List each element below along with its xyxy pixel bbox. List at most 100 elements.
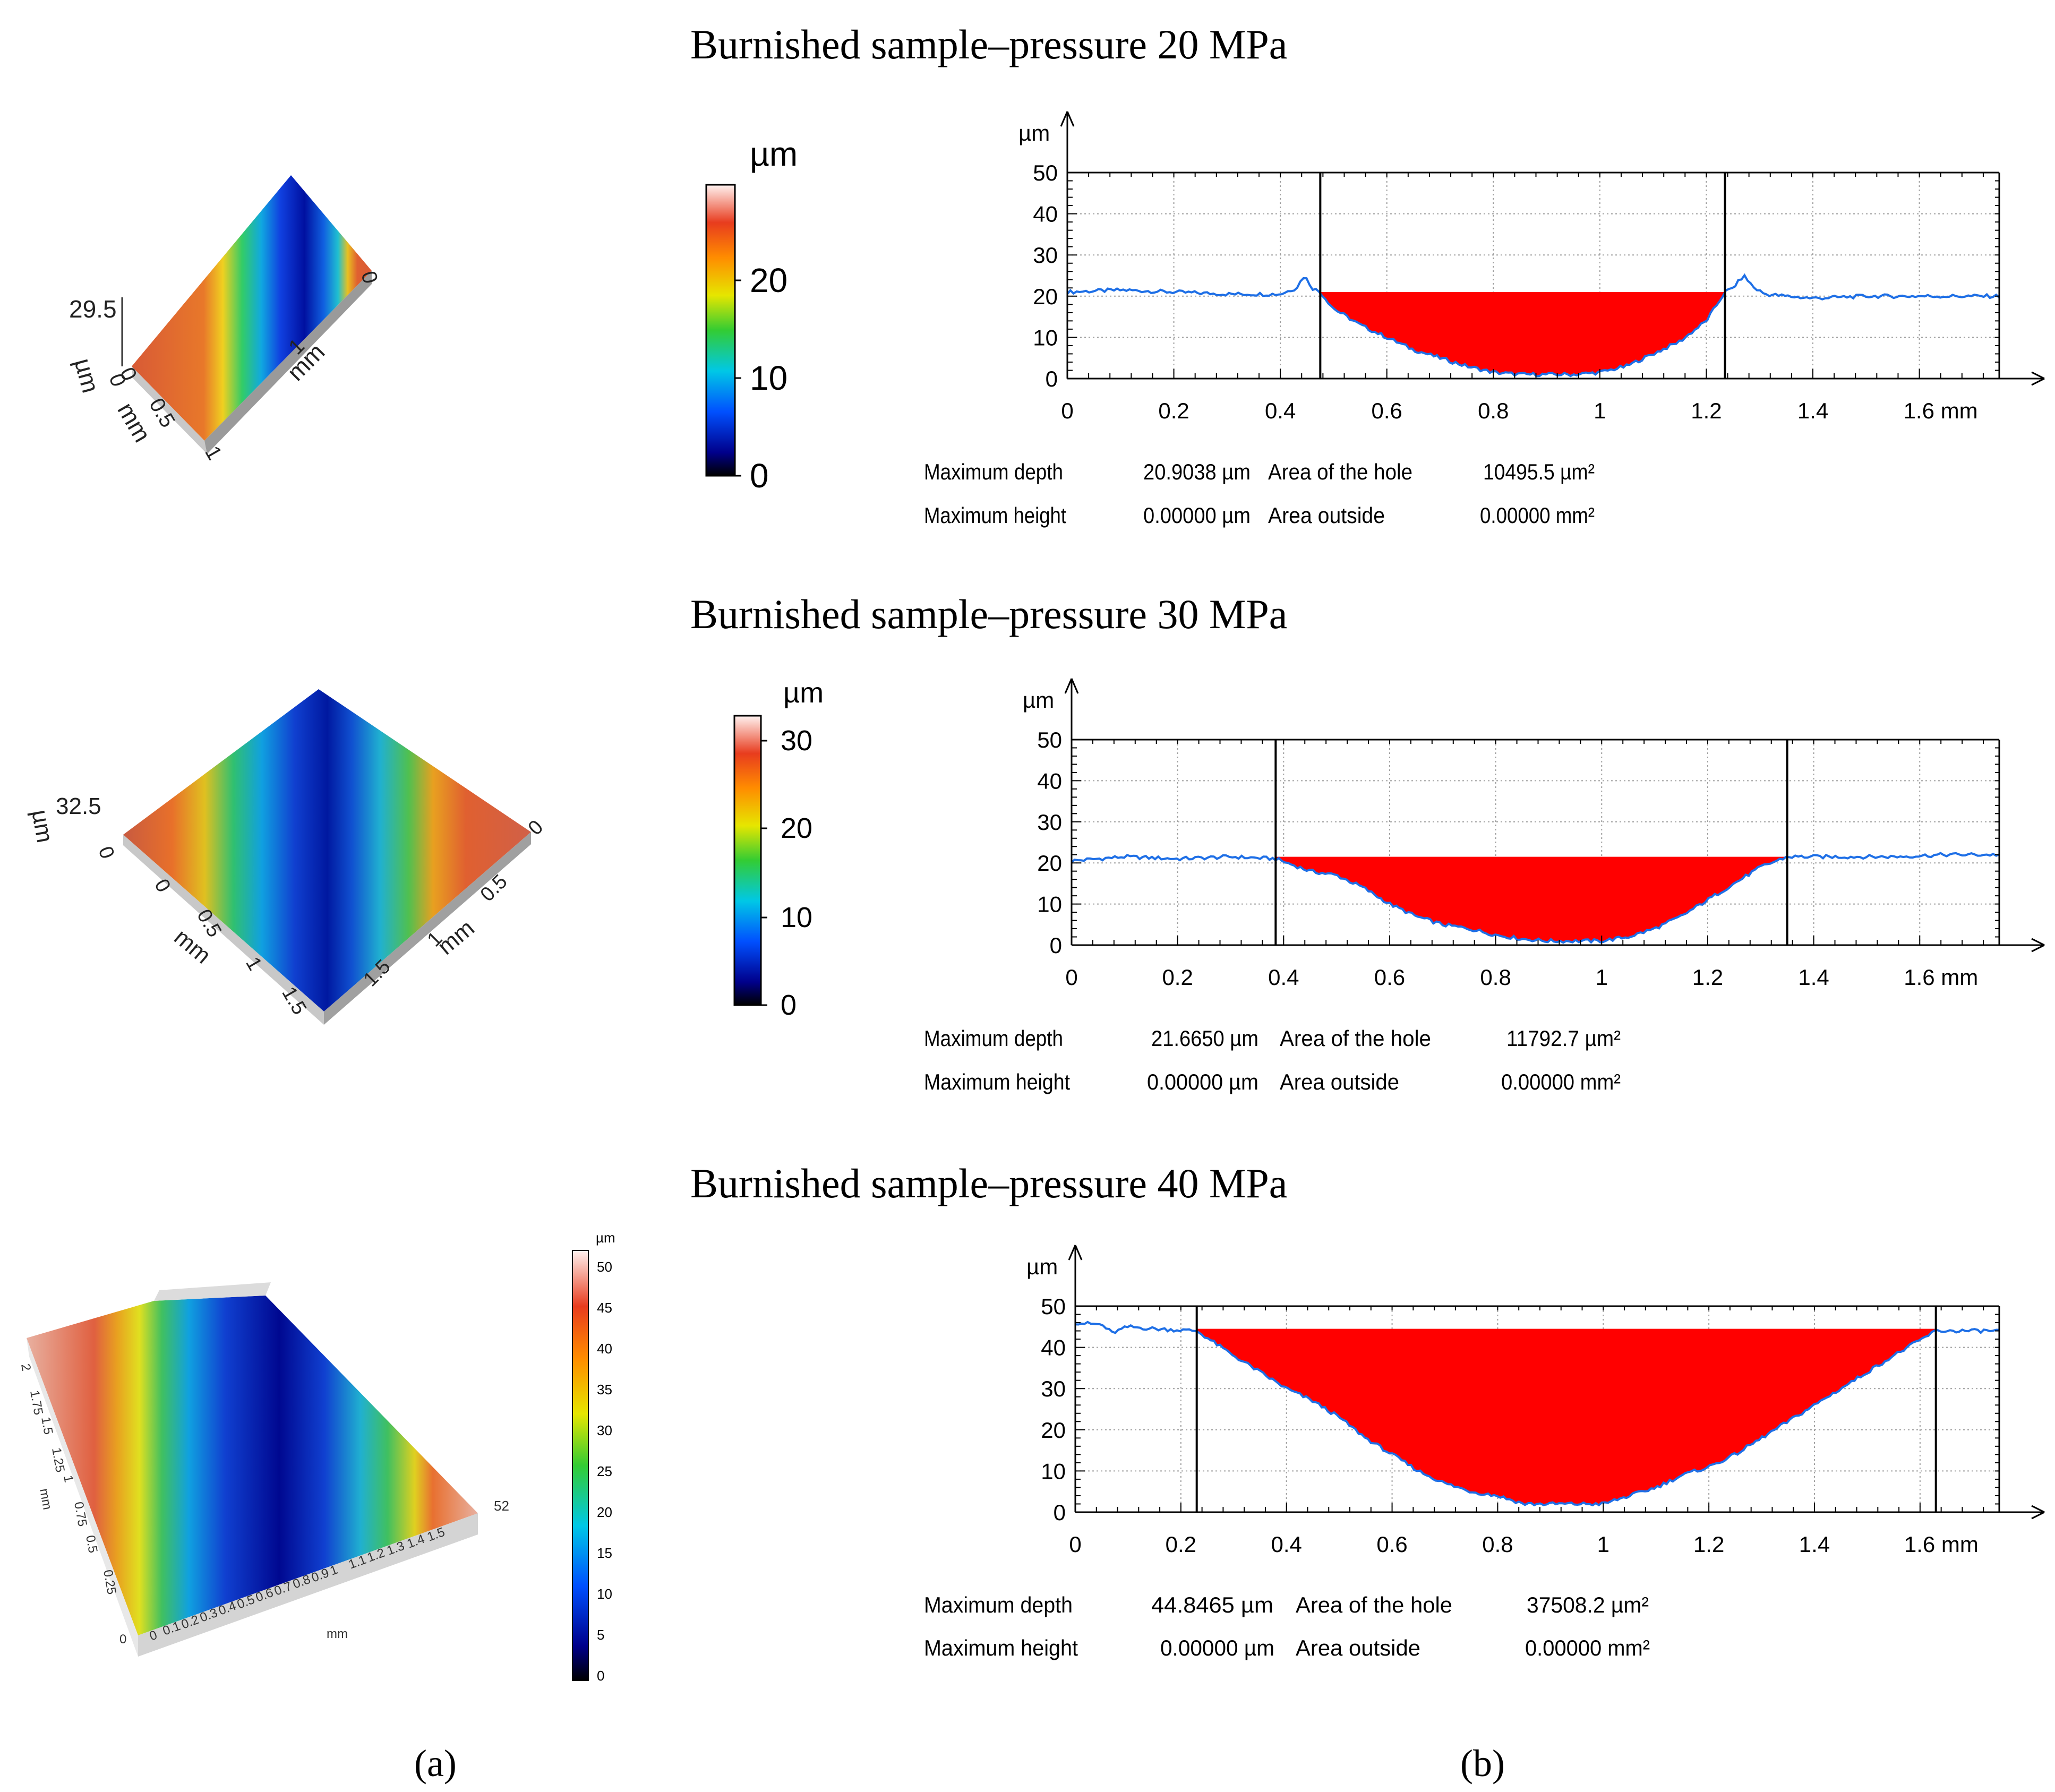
y-tick-label: 50 bbox=[1041, 1294, 1066, 1319]
colorbar-tick: 50 bbox=[597, 1259, 612, 1275]
stat-value: 0.00000 mm² bbox=[1501, 1069, 1621, 1094]
x-tick-label: 0.2 bbox=[1158, 398, 1189, 423]
stat-label: Maximum height bbox=[924, 1069, 1070, 1094]
colorbar-tick: 5 bbox=[597, 1627, 604, 1643]
colorbar-tick: 40 bbox=[597, 1341, 612, 1357]
stat-value: 0.00000 µm bbox=[1143, 503, 1251, 528]
y-tick-label: 10 bbox=[1037, 892, 1062, 917]
tick-label: 1 bbox=[61, 1474, 76, 1484]
stats-table: Maximum depth 44.8465 µm Area of the hol… bbox=[924, 1592, 1650, 1660]
surface-map-3d: 29.5 µm mm mm 0 0 0.5 1 0 1 bbox=[69, 175, 382, 464]
z-max-label: 29.5 bbox=[69, 295, 117, 323]
y-axis-arrow bbox=[1060, 111, 1075, 127]
x-tick-label: 0.8 bbox=[1478, 398, 1509, 423]
colorbar-unit: µm bbox=[750, 135, 798, 173]
x-axis-arrow bbox=[2031, 1505, 2045, 1520]
y-tick-label: 0 bbox=[1054, 1500, 1066, 1525]
y-tick-label: 0 bbox=[1046, 366, 1058, 391]
y-tick-label: 30 bbox=[1041, 1376, 1066, 1401]
colorbar-tick: 0 bbox=[781, 989, 797, 1021]
z-max-label: 52 bbox=[494, 1498, 509, 1514]
colorbar-tick: 45 bbox=[597, 1300, 612, 1316]
profile-line bbox=[1071, 852, 2000, 944]
y-tick-label: 40 bbox=[1037, 768, 1062, 793]
x-tick-label: 1.6 mm bbox=[1904, 1532, 1979, 1557]
x-tick-label: 0.6 bbox=[1372, 398, 1402, 423]
colorbar-tick: 30 bbox=[597, 1422, 612, 1438]
x-tick-label: 0.8 bbox=[1480, 965, 1511, 990]
colorbar: µm 20 10 0 bbox=[705, 135, 798, 495]
colorbar-tick: 30 bbox=[781, 725, 812, 757]
profile-line bbox=[1075, 1321, 2000, 1507]
stat-label: Maximum depth bbox=[924, 459, 1063, 484]
profile-chart: 0 10 20 30 40 50 0 0.2 0.4 0.6 0.8 1 1.2 1.4 1.6 mm µm bbox=[1023, 678, 2045, 990]
y-tick-label: 20 bbox=[1037, 851, 1062, 876]
y-axis-arrow bbox=[1064, 678, 1079, 694]
colorbar: µm 30 20 10 0 bbox=[733, 677, 824, 1021]
colorbar-unit: µm bbox=[596, 1230, 615, 1246]
profile-chart: 0 10 20 30 40 50 0 0.2 0.4 0.6 0.8 1 1.2 1.4 1.6 mm µm bbox=[1026, 1245, 2045, 1557]
stat-label: Maximum height bbox=[924, 503, 1066, 528]
x-tick-label: 1.2 bbox=[1691, 398, 1722, 423]
x-unit-label: mm bbox=[327, 1627, 348, 1641]
y-tick-label: 0 bbox=[1050, 933, 1062, 958]
hole-area bbox=[1275, 856, 1787, 943]
figure-label-a: (a) bbox=[414, 1742, 457, 1785]
x-tick-label: 0.2 bbox=[1166, 1532, 1196, 1557]
colorbar-ticks: 50 45 40 35 30 25 20 15 10 5 0 bbox=[597, 1259, 612, 1684]
x-tick-label: 1.2 bbox=[1693, 1532, 1724, 1557]
y-tick-label: 30 bbox=[1033, 243, 1058, 268]
panel-30mpa: Burnished sample–pressure 30 MPa 32.5 µm… bbox=[27, 591, 2045, 1094]
hole-area bbox=[1196, 1328, 1936, 1505]
panel-40mpa: Burnished sample–pressure 40 MPa 52 mm m… bbox=[18, 1160, 2045, 1684]
stat-label: Maximum depth bbox=[924, 1026, 1063, 1051]
colorbar-tick: 15 bbox=[597, 1545, 612, 1561]
y-axis-arrow bbox=[1068, 1245, 1083, 1261]
tick-label: 0 bbox=[119, 1632, 126, 1647]
y-tick-label: 20 bbox=[1033, 284, 1058, 309]
stat-label: Area outside bbox=[1268, 503, 1385, 528]
tick-label: 1.5 bbox=[38, 1416, 55, 1436]
colorbar-tick: 0 bbox=[597, 1668, 604, 1684]
x-tick-label: 0 bbox=[1069, 1532, 1081, 1557]
x-tick-label: 1.6 mm bbox=[1904, 398, 1978, 423]
x-axis-arrow bbox=[2031, 938, 2045, 953]
y-axis-unit: µm bbox=[1018, 121, 1050, 145]
z-max-label: 32.5 bbox=[56, 793, 101, 819]
y-tick-label: 40 bbox=[1041, 1335, 1066, 1360]
x-tick-label: 1.2 bbox=[1692, 965, 1723, 990]
panel-title: Burnished sample–pressure 40 MPa bbox=[690, 1160, 1287, 1206]
profile-chart: 0 10 20 30 40 50 0 0.2 0.4 0.6 0.8 1 1.2 1.4 1.6 mm µm bbox=[1018, 111, 2045, 423]
colorbar-tick: 10 bbox=[781, 902, 812, 933]
stat-label: Maximum height bbox=[924, 1635, 1078, 1660]
colorbar-tick: 20 bbox=[750, 261, 787, 299]
x-tick-label: 1 bbox=[1597, 1532, 1609, 1557]
x-tick-label: 0.4 bbox=[1271, 1532, 1302, 1557]
x-tick-label: 1 bbox=[1596, 965, 1608, 990]
stat-label: Area outside bbox=[1296, 1635, 1420, 1660]
y-tick-label: 50 bbox=[1037, 727, 1062, 752]
stat-value: 0.00000 µm bbox=[1147, 1069, 1258, 1094]
stat-value: 11792.7 µm² bbox=[1506, 1026, 1621, 1051]
y-tick-label: 10 bbox=[1033, 325, 1058, 350]
stat-value: 0.00000 µm bbox=[1160, 1635, 1274, 1660]
stat-label: Area of the hole bbox=[1268, 459, 1412, 484]
stat-value: 44.8465 µm bbox=[1151, 1592, 1273, 1617]
x-tick-label: 1.4 bbox=[1797, 398, 1828, 423]
z-unit-label: µm bbox=[27, 808, 58, 845]
colorbar-tick: 0 bbox=[750, 457, 769, 495]
colorbar-tick: 35 bbox=[597, 1382, 612, 1397]
stat-label: Area of the hole bbox=[1296, 1592, 1452, 1617]
surface-map-3d: 52 mm mm 2 1.75 1.5 1.25 1 0.75 0.5 0.25… bbox=[18, 1282, 509, 1657]
x-axis-arrow bbox=[2031, 371, 2045, 386]
y-axis-unit: µm bbox=[1026, 1254, 1058, 1279]
stat-label: Area outside bbox=[1280, 1069, 1399, 1094]
stat-value: 21.6650 µm bbox=[1151, 1026, 1258, 1051]
y-tick-label: 40 bbox=[1033, 202, 1058, 227]
y-tick-label: 30 bbox=[1037, 810, 1062, 835]
stat-value: 10495.5 µm² bbox=[1483, 459, 1595, 484]
stat-value: 20.9038 µm bbox=[1143, 459, 1251, 484]
hole-area bbox=[1320, 292, 1725, 376]
x-tick-label: 0.6 bbox=[1376, 1532, 1407, 1557]
